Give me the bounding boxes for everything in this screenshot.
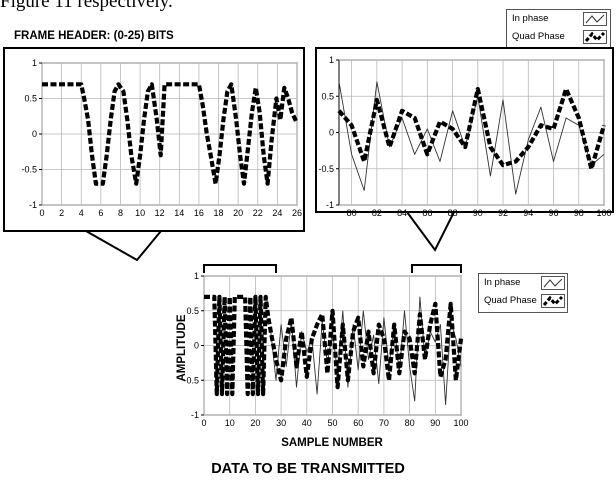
frame-header-plot: 0 2 4 6 8 10 12 14 16 18 20 22 24 26-1-0.500.51 <box>21 58 302 218</box>
x-tick-label: 10 <box>135 208 145 218</box>
x-tick-label: 4 <box>79 208 84 218</box>
x-tick-label: 86 <box>422 208 432 218</box>
x-tick-label: 18 <box>214 208 224 218</box>
x-tick-label: 98 <box>574 208 584 218</box>
y-tick-label: 1 <box>329 55 334 65</box>
x-tick-label: 40 <box>302 418 312 428</box>
quad-phase-swatch-icon <box>583 30 607 44</box>
y-tick-label: 0.5 <box>24 94 37 104</box>
x-tick-label: 82 <box>372 208 382 218</box>
y-tick-label: 1 <box>194 271 199 281</box>
x-tick-label: 100 <box>453 418 468 428</box>
x-tick-label: 90 <box>430 418 440 428</box>
bottom-legend: In phase Quad Phase <box>478 273 568 313</box>
x-tick-label: 30 <box>276 418 286 428</box>
x-tick-label: 0 <box>39 208 44 218</box>
x-tick-label: 96 <box>549 208 559 218</box>
y-tick-label: 0 <box>329 128 334 138</box>
x-tick-label: 14 <box>174 208 184 218</box>
x-tick-label: 2 <box>59 208 64 218</box>
x-tick-label: 80 <box>347 208 357 218</box>
legend-in-phase-label: In phase <box>484 277 521 288</box>
y-tick-label: -0.5 <box>21 165 37 175</box>
frame-header-label: FRAME HEADER: (0-25) BITS <box>14 30 174 42</box>
y-tick-label: 1 <box>32 58 37 68</box>
y-tick-label: 0.5 <box>321 91 334 101</box>
in-phase-swatch-icon <box>541 276 565 290</box>
right-callout-connector <box>406 211 455 252</box>
legend-in-phase-label: In phase <box>512 13 549 24</box>
full-transmit-plot: 0 10 20 30 40 50 60 70 80 90 100 -1 -0.5 0 0.5 1 <box>183 271 468 428</box>
y-tick-label: 0 <box>194 341 199 351</box>
x-tick-label: 0 <box>201 418 206 428</box>
figure-caption-fragment: Figure 11 respectively. <box>0 0 173 12</box>
x-tick-label: 88 <box>448 208 458 218</box>
x-tick-label: 24 <box>272 208 282 218</box>
x-tick-label: 90 <box>473 208 483 218</box>
in-phase-swatch-icon <box>583 12 607 26</box>
y-tick-label: 0 <box>32 129 37 139</box>
quad-phase-series <box>337 86 607 171</box>
y-tick-label: 0.5 <box>186 306 199 316</box>
legend-quad-phase-label: Quad Phase <box>484 295 537 306</box>
y-tick-label: -0.5 <box>183 375 199 385</box>
x-tick-label: 8 <box>118 208 123 218</box>
x-tick-label: 100 <box>596 208 611 218</box>
x-tick-label: 70 <box>379 418 389 428</box>
right-callout-frame <box>315 47 614 213</box>
quad-phase-series <box>204 294 464 397</box>
bottom-title: DATA TO BE TRANSMITTED <box>211 461 405 477</box>
x-tick-label: 80 <box>405 418 415 428</box>
x-tick-label: 84 <box>397 208 407 218</box>
x-tick-label: 12 <box>155 208 165 218</box>
x-tick-label: 26 <box>292 208 302 218</box>
x-axis-label: SAMPLE NUMBER <box>281 437 383 449</box>
x-tick-label: 10 <box>225 418 235 428</box>
left-callout-connector <box>85 230 162 262</box>
y-tick-label: -1 <box>326 200 334 210</box>
quad-phase-swatch-icon <box>541 294 565 308</box>
legend-quad-phase-label: Quad Phase <box>512 31 565 42</box>
top-legend: In phase Quad Phase <box>506 9 611 49</box>
x-tick-label: 6 <box>98 208 103 218</box>
x-tick-label: 94 <box>523 208 533 218</box>
y-axis-label: AMPLITUDE <box>176 314 188 381</box>
samples-80-100-plot: 80 82 84 86 88 90 92 94 96 98 100 -1 -0.5 0 0.5 1 <box>318 55 611 218</box>
x-tick-label: 50 <box>327 418 337 428</box>
left-range-bracket <box>203 264 277 273</box>
quad-phase-series <box>42 82 299 186</box>
x-tick-label: 16 <box>194 208 204 218</box>
y-tick-label: -0.5 <box>318 164 334 174</box>
x-tick-label: 22 <box>253 208 263 218</box>
x-tick-label: 92 <box>498 208 508 218</box>
right-range-bracket <box>411 264 462 273</box>
y-tick-label: -1 <box>29 200 37 210</box>
y-tick-label: -1 <box>191 410 199 420</box>
x-tick-label: 60 <box>353 418 363 428</box>
x-tick-label: 20 <box>250 418 260 428</box>
left-callout-frame <box>3 47 305 232</box>
x-tick-label: 20 <box>233 208 243 218</box>
